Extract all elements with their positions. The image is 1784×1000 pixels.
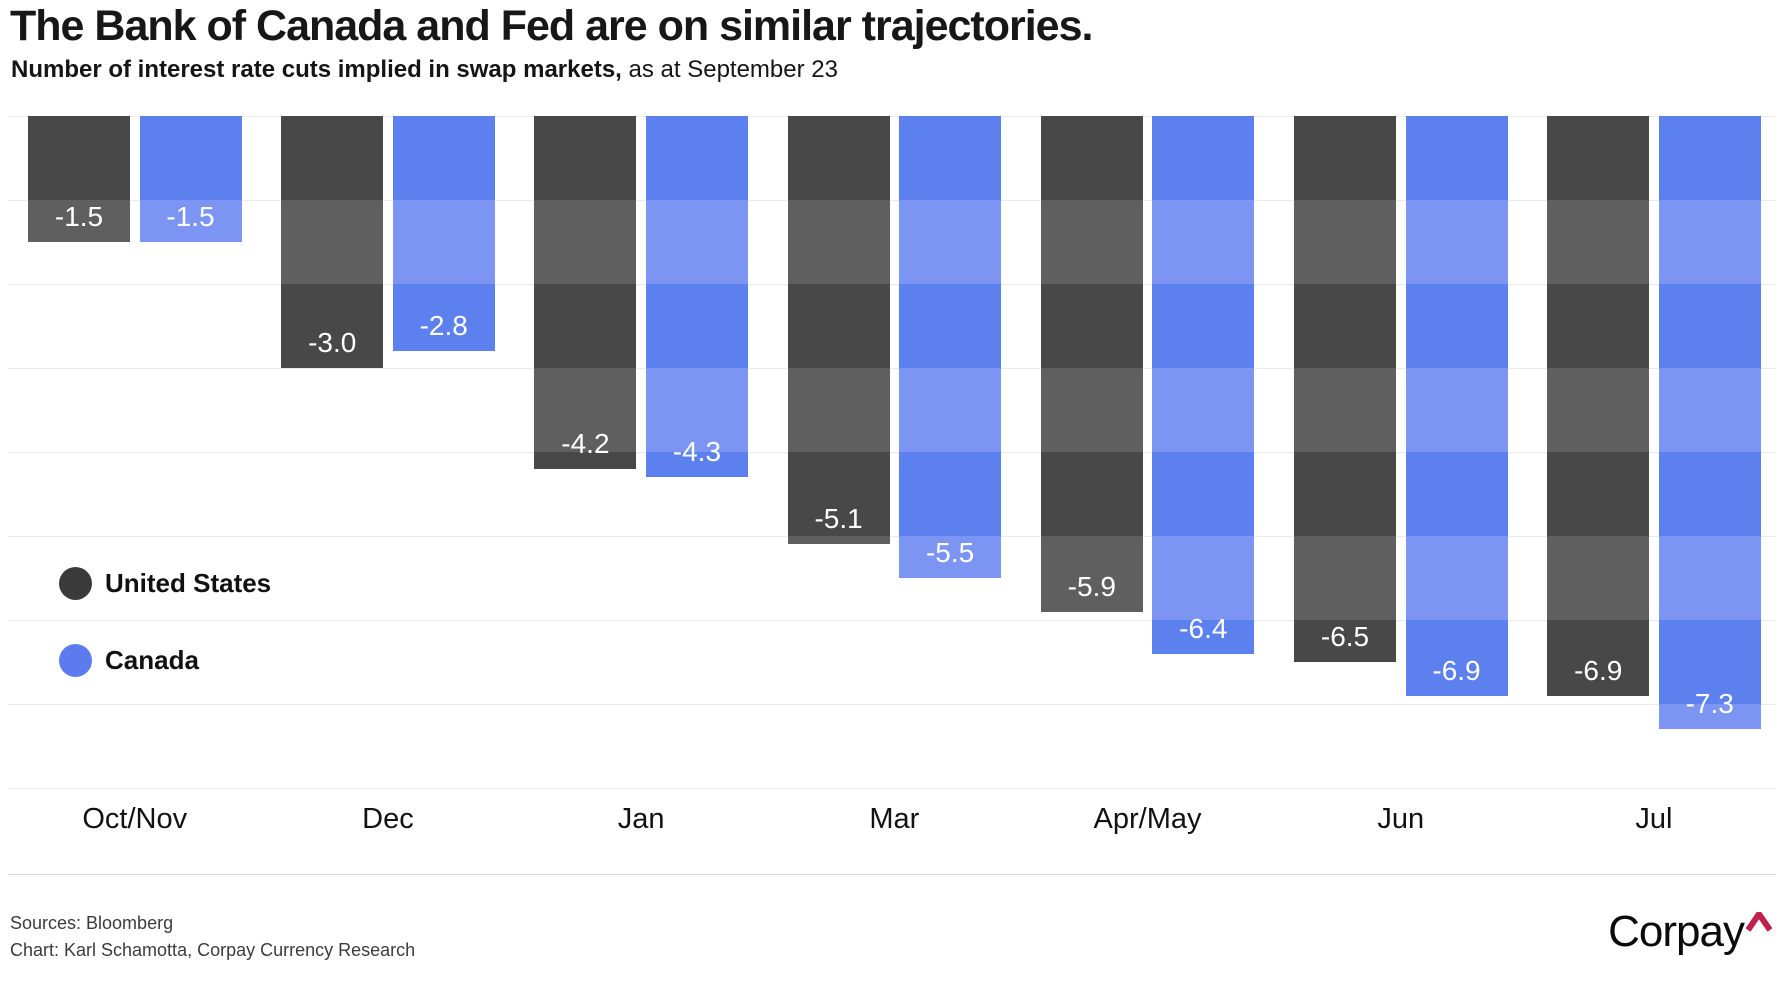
subtitle-main: Number of interest rate cuts implied in … [11,56,622,83]
gridline--2 [8,284,1776,285]
chart-subtitle: Number of interest rate cuts implied in … [11,56,838,84]
gridline--1 [8,200,1776,201]
bar-value-label: -3.0 [308,327,357,358]
bar-canada-oct-nov: -1.5 [139,116,242,242]
bar-value-label: -5.5 [925,537,975,568]
bar-value-label: -1.5 [166,201,215,232]
page-title: The Bank of Canada and Fed are on simila… [10,2,1093,50]
legend-swatch-canada-icon [59,643,92,677]
legend-swatch-united-states-icon [59,566,92,600]
x-axis-label-jan: Jan [617,803,665,835]
subtitle-date: as at September 23 [621,56,838,83]
bar-united-states-jun: -6.5 [1294,116,1396,662]
bar-united-states-apr-may: -5.9 [1040,116,1143,612]
bar-value-label: -1.5 [54,201,104,232]
footer-divider [8,874,1776,875]
x-axis-label-jun: Jun [1377,803,1425,835]
bar-value-label: -6.9 [1432,655,1481,686]
bar-value-label: -6.5 [1320,621,1370,652]
gridline--4 [8,452,1776,453]
gridline--5 [8,536,1776,537]
gridline--7 [8,704,1776,705]
x-axis-label-dec: Dec [362,803,414,835]
bar-value-label: -4.2 [561,428,610,459]
bar-united-states-jan: -4.2 [534,116,637,469]
bar-value-label: -6.4 [1179,613,1228,644]
bar-value-label: -5.9 [1067,571,1116,602]
legend-item-united-states: United States [59,566,271,600]
corpay-caret-icon [1745,908,1773,937]
bar-value-label: -5.1 [814,503,863,534]
bar-united-states-dec: -3.0 [281,116,384,368]
x-axis-label-apr-may: Apr/May [1093,803,1202,835]
bar-value-label: -7.3 [1685,688,1734,719]
bar-value-label: -4.3 [672,436,722,467]
bar-value-label: -2.8 [419,310,468,341]
bar-canada-jun: -6.9 [1405,116,1508,696]
legend-item-canada: Canada [59,643,271,677]
bar-canada-dec: -2.8 [392,116,495,351]
bar-united-states-oct-nov: -1.5 [28,116,130,242]
chart-credit-text: Chart: Karl Schamotta, Corpay Currency R… [10,940,416,960]
chart-legend: United States Canada [59,566,271,720]
bar-canada-jul: -7.3 [1658,116,1761,729]
corpay-logo-text: Corpay [1608,907,1745,956]
sources-text: Sources: Bloomberg [10,913,174,933]
x-axis-label-jul: Jul [1635,803,1673,835]
legend-label-united-states: United States [105,567,272,598]
x-axis-label-oct-nov: Oct/Nov [82,803,188,835]
x-axis-label-mar: Mar [869,803,920,835]
legend-label-canada: Canada [105,644,199,675]
bar-united-states-jul: -6.9 [1547,116,1650,696]
bar-value-label: -6.9 [1574,655,1623,686]
corpay-logo: Corpay [1608,907,1773,956]
gridline-0 [8,116,1776,117]
bar-canada-mar: -5.5 [899,116,1002,578]
gridline--6 [8,620,1776,621]
gridline--3 [8,368,1776,369]
bar-canada-apr-may: -6.4 [1152,116,1255,654]
bar-united-states-mar: -5.1 [787,116,890,544]
bar-canada-jan: -4.3 [645,116,748,477]
gridline--8 [8,788,1776,789]
